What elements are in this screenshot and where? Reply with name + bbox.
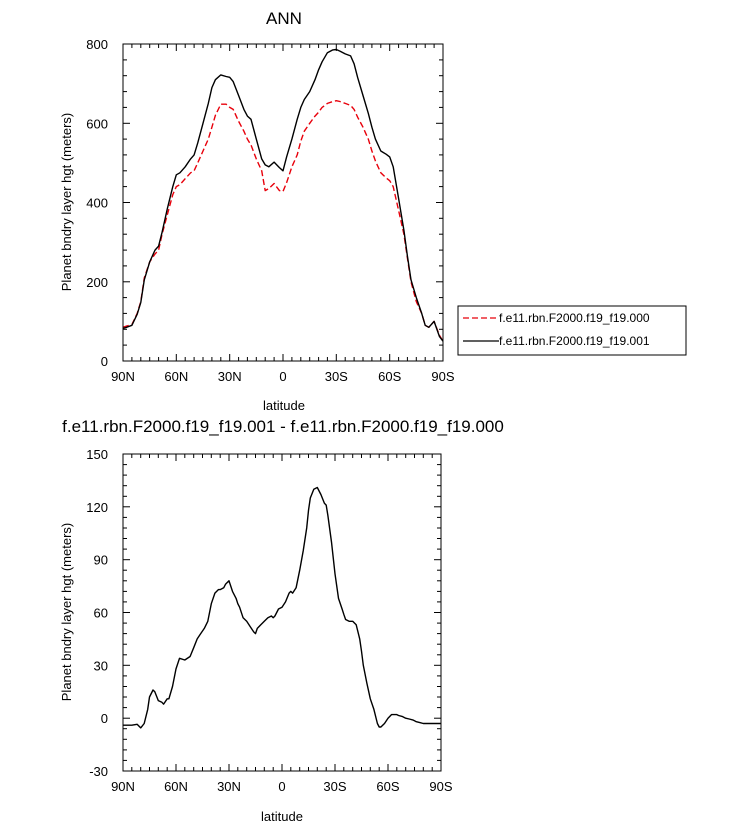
x-tick-label: 0 [279,369,286,384]
y-tick-label: 30 [94,658,108,673]
bottom-chart-y-axis-label: Planet bndry layer hgt (meters) [59,523,74,701]
top-chart-x-ticks: 90N 60N 30N 0 30S 60S 90S [111,44,455,384]
x-tick-label: 60N [164,369,188,384]
x-tick-label: 60S [376,779,399,794]
top-chart: ANN 90N 60N 30N 0 30S 60S 90S 0 200 400 600 800 la… [59,9,687,413]
series-line-0 [122,99,444,342]
top-chart-y-axis-label: Planet bndry layer hgt (meters) [59,113,74,291]
x-tick-label: 90N [111,369,135,384]
top-chart-x-axis-label: latitude [263,398,305,413]
series-line-0 [123,486,441,729]
x-tick-label: 30N [218,369,242,384]
y-tick-label: -30 [89,764,108,779]
legend-box [457,305,687,356]
x-tick-label: 90S [431,369,454,384]
x-tick-label: 60N [164,779,188,794]
top-chart-y-ticks: 0 200 400 600 800 [86,37,443,369]
bottom-chart-x-ticks: 90N 60N 30N 0 30S 60S 90S [111,454,453,794]
x-tick-label: 30S [325,369,348,384]
y-tick-label: 60 [94,606,108,621]
bottom-chart-x-axis-label: latitude [261,809,303,824]
x-tick-label: 90S [429,779,452,794]
y-tick-label: 150 [86,447,108,462]
y-tick-label: 600 [86,116,108,131]
y-tick-label: 0 [101,354,108,369]
y-tick-label: 200 [86,275,108,290]
y-tick-label: 800 [86,37,108,52]
legend-entry-series-1: f.e11.rbn.F2000.f19_f19.001 [499,334,650,348]
legend: f.e11.rbn.F2000.f19_f19.000 f.e11.rbn.F2… [457,305,687,356]
y-tick-label: 0 [101,711,108,726]
y-tick-label: 120 [86,500,108,515]
y-tick-label: 400 [86,196,108,211]
x-tick-label: 60S [378,369,401,384]
bottom-chart-series-group [123,486,441,729]
bottom-chart-y-ticks: -30 0 30 60 90 120 150 [86,447,441,779]
x-tick-label: 90N [111,779,135,794]
top-chart-series-group [122,48,444,342]
x-tick-label: 30S [323,779,346,794]
bottom-chart-plot-frame [122,453,442,772]
y-tick-label: 90 [94,553,108,568]
x-tick-label: 30N [217,779,241,794]
bottom-chart-title: f.e11.rbn.F2000.f19_f19.001 - f.e11.rbn.… [62,417,504,436]
x-tick-label: 0 [278,779,285,794]
top-chart-title: ANN [266,9,302,28]
legend-entry-series-0: f.e11.rbn.F2000.f19_f19.000 [499,311,650,325]
series-line-1 [122,48,444,342]
bottom-chart: f.e11.rbn.F2000.f19_f19.001 - f.e11.rbn.… [59,417,504,824]
